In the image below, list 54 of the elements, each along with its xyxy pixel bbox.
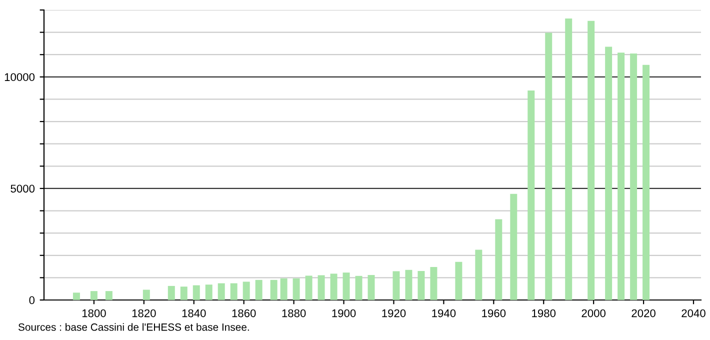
- x-tick-label: 2040: [682, 309, 706, 318]
- bar: [242, 282, 250, 300]
- bar: [588, 20, 595, 300]
- y-tick-label: 0: [29, 296, 35, 304]
- x-tick-label: 1900: [332, 309, 356, 318]
- bar: [318, 275, 325, 300]
- bar: [105, 291, 112, 300]
- x-tick-label: 1800: [82, 309, 106, 318]
- bar: [280, 278, 288, 300]
- x-tick-label: 1940: [432, 309, 456, 318]
- bar: [392, 271, 400, 300]
- bar: [255, 280, 262, 300]
- bar: [418, 271, 425, 300]
- bar: [90, 291, 98, 300]
- x-tick-label: 1960: [482, 309, 506, 318]
- bar: [270, 280, 278, 300]
- bar: [630, 54, 638, 300]
- bar: [528, 90, 535, 300]
- bar: [192, 285, 200, 300]
- x-tick-label: 1920: [382, 309, 406, 318]
- bar: [218, 283, 225, 300]
- bar: [475, 250, 482, 300]
- bar: [495, 219, 502, 300]
- bar: [305, 276, 312, 300]
- bar: [368, 275, 375, 300]
- source-note: Sources : base Cassini de l'EHESS et base Insee.: [18, 323, 249, 331]
- bar: [545, 32, 552, 300]
- bar: [642, 64, 650, 300]
- bar: [180, 286, 188, 300]
- x-tick-label: 1840: [182, 309, 206, 318]
- bar: [205, 284, 212, 300]
- x-tick-label: 1860: [232, 309, 256, 318]
- bar: [510, 194, 518, 300]
- bar: [455, 262, 462, 300]
- x-tick-label: 2000: [582, 309, 606, 318]
- bar: [618, 52, 625, 300]
- bar: [342, 272, 350, 300]
- bar: [168, 286, 175, 300]
- bar: [405, 270, 412, 300]
- bar: [565, 18, 572, 300]
- bar: [330, 274, 338, 300]
- y-tick-label: 10000: [4, 73, 35, 82]
- bar: [142, 290, 150, 300]
- x-tick-label: 2020: [632, 309, 656, 318]
- x-tick-label: 1880: [282, 309, 306, 318]
- bar: [230, 283, 238, 300]
- bar: [605, 46, 612, 300]
- y-tick-label: 5000: [10, 184, 35, 193]
- bar: [355, 276, 362, 300]
- x-tick-label: 1980: [532, 309, 556, 318]
- bar: [292, 278, 300, 300]
- bar: [430, 266, 438, 300]
- bar: [72, 292, 80, 300]
- x-tick-label: 1820: [132, 309, 156, 318]
